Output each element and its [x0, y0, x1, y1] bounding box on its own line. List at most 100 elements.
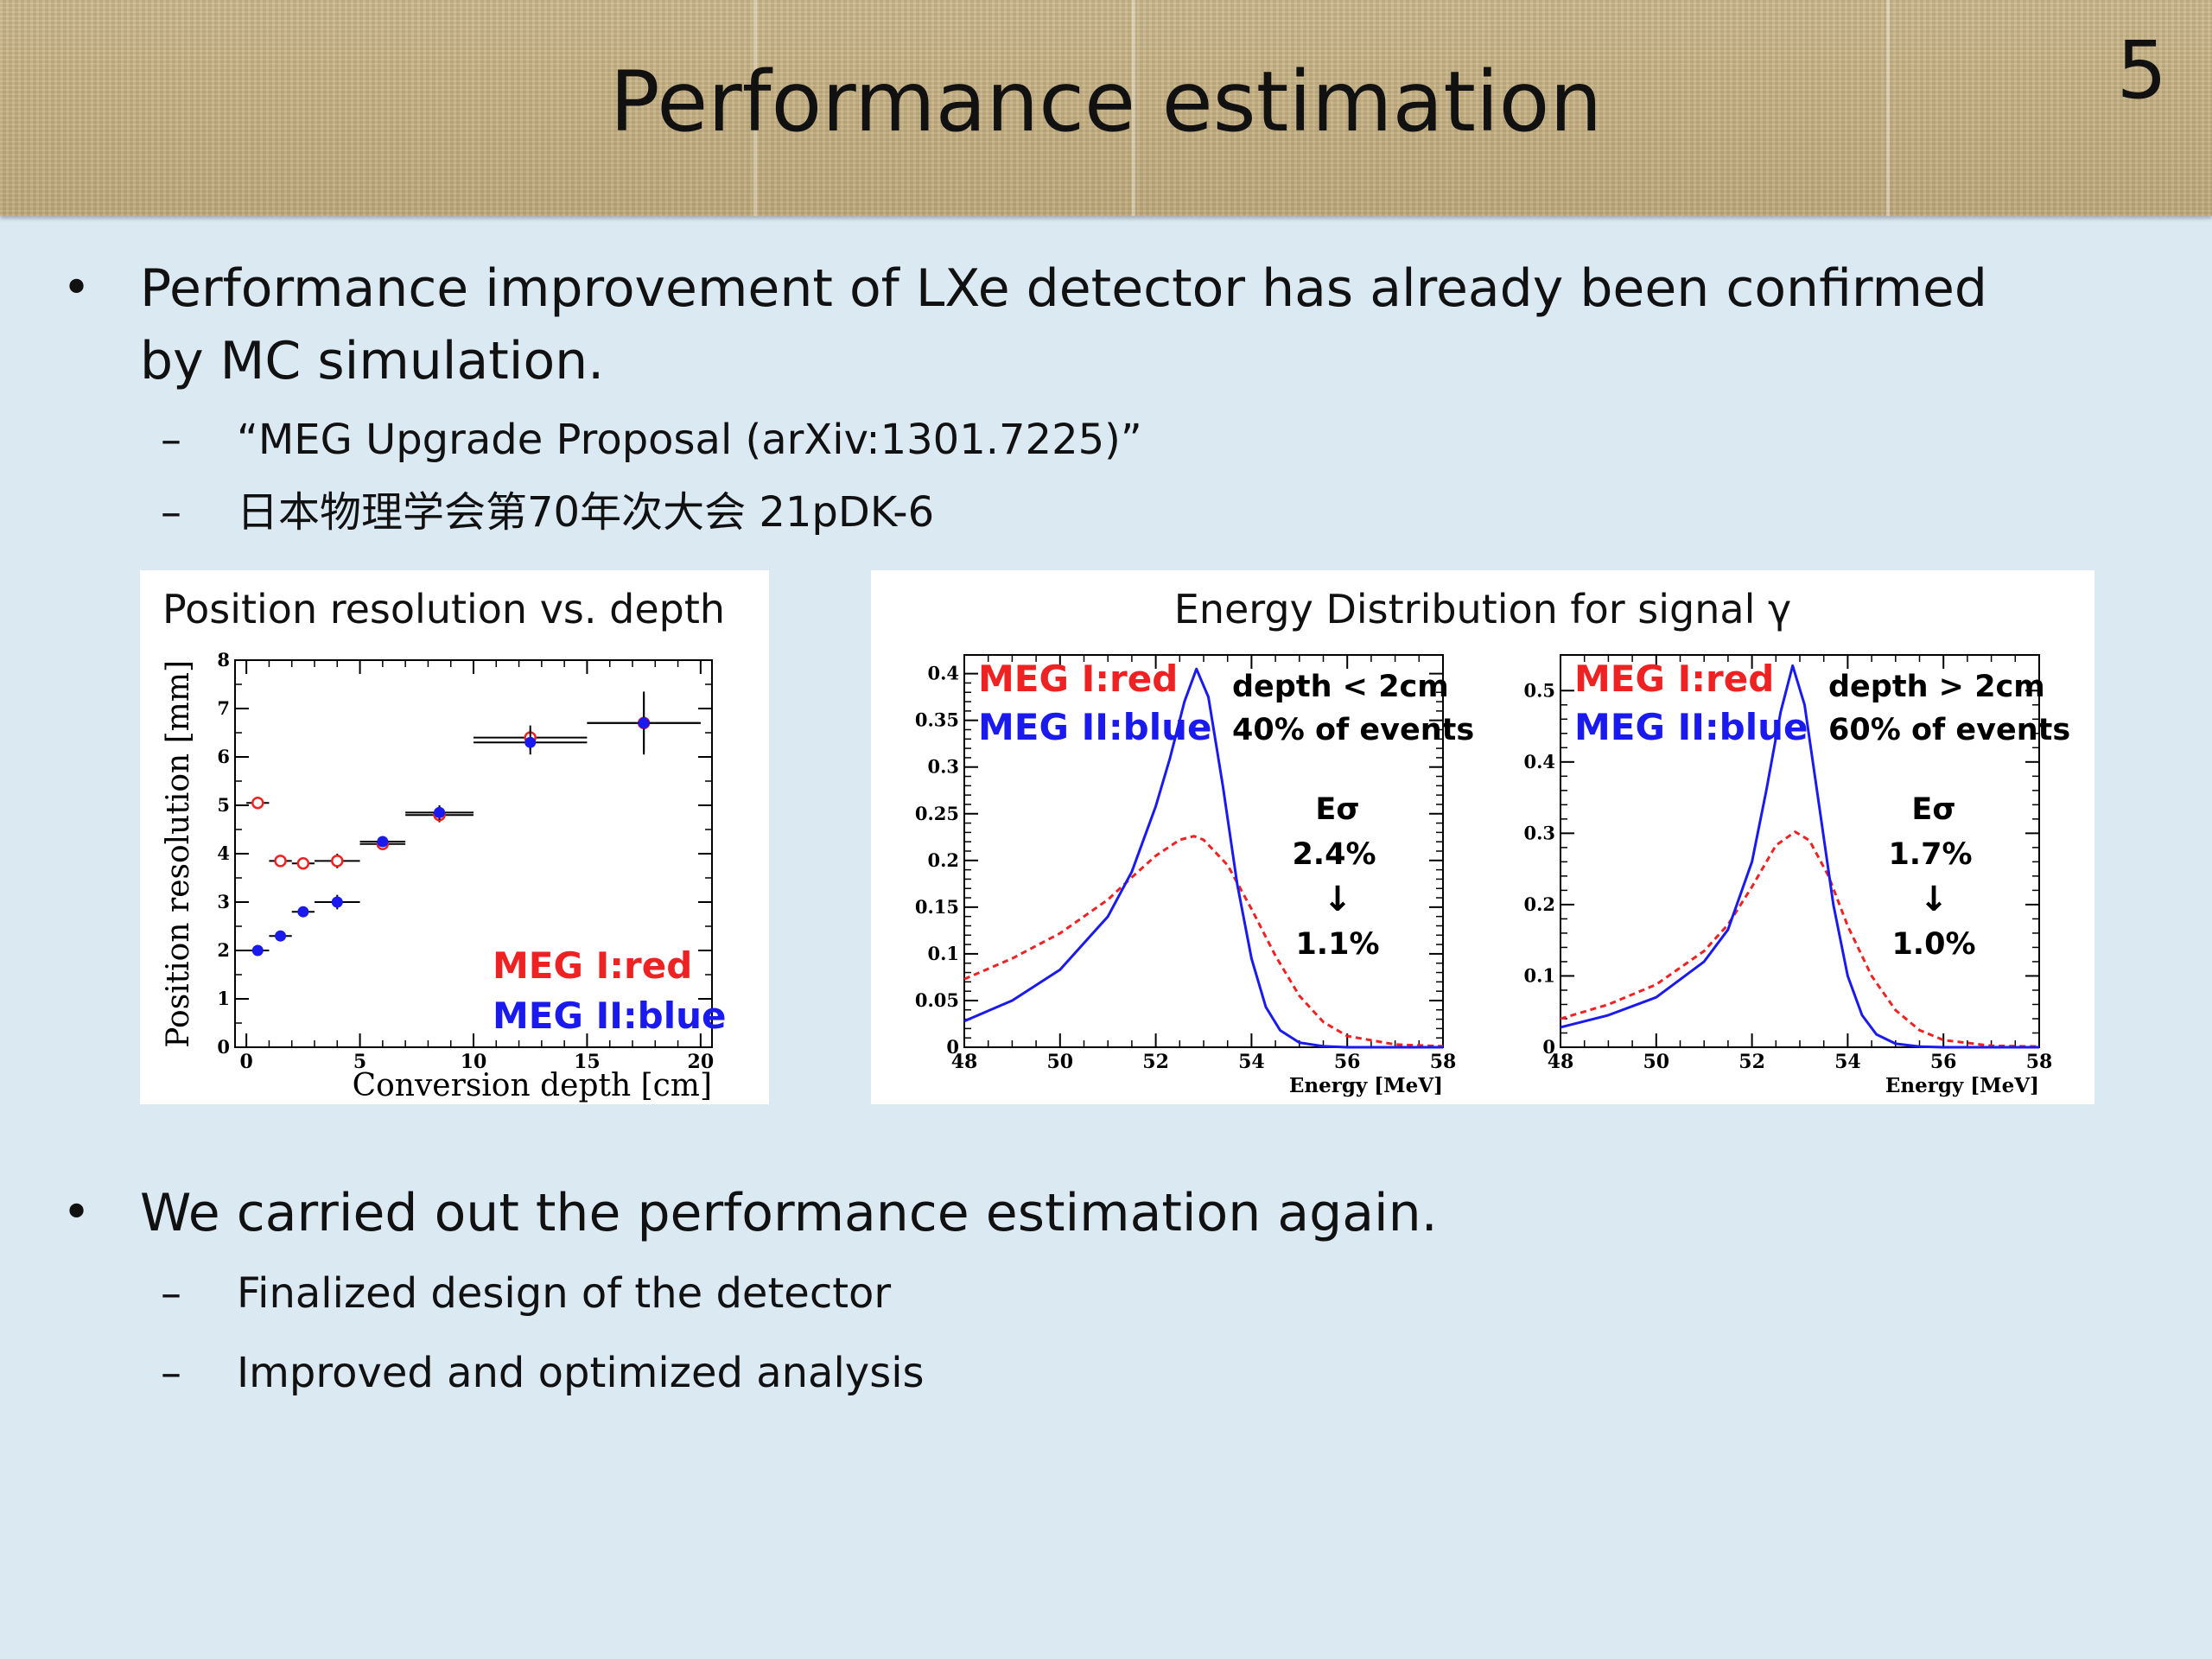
meg2-point — [377, 836, 389, 848]
header-seam — [1886, 0, 1890, 216]
annotation-depth: depth < 2cm — [1232, 670, 1449, 704]
header-seam — [753, 0, 757, 216]
y-tick-label: 0.35 — [915, 709, 959, 731]
x-tick-label: 54 — [1834, 1051, 1861, 1073]
y-tick-label: 3 — [217, 891, 230, 912]
legend-meg1: MEG I:red — [1574, 658, 1774, 700]
panel-title: Energy Distribution for signal γ — [1173, 586, 1792, 632]
annotation-fraction: 60% of events — [1828, 713, 2070, 747]
bullet-1-line-1: Performance improvement of LXe detector … — [140, 258, 1987, 319]
y-tick-label: 0.5 — [1523, 679, 1555, 701]
annotation-arrow: ↓ — [1919, 880, 1948, 919]
sub-bullet-dash: – — [161, 1269, 181, 1318]
energy-chart-deep: 48 50 52 54 56 58 0 0.1 0.2 0.3 0.4 0.5 Energy [MeV]… — [1523, 654, 2070, 1097]
bullet-1-line-2: by MC simulation. — [140, 331, 605, 391]
header-seam — [1132, 0, 1135, 216]
meg2-point — [275, 930, 287, 942]
bullet-dot: • — [62, 1185, 92, 1241]
annotation-meg1-resolution: 1.7% — [1888, 837, 1972, 872]
legend-meg2: MEG II:blue — [493, 995, 726, 1037]
y-tick-label: 0.05 — [915, 989, 959, 1011]
position-resolution-chart: 0 5 10 15 20 0 1 2 3 4 5 6 7 8 Conversion depth [cm] Po… — [161, 649, 726, 1103]
legend-meg1: MEG I:red — [978, 658, 1178, 700]
legend-meg2: MEG II:blue — [978, 706, 1211, 748]
annotation-resolution-label: Eσ — [1315, 792, 1359, 827]
y-tick-label: 0.1 — [927, 943, 959, 964]
y-axis-label: Position resolution [mm] — [161, 660, 196, 1048]
y-tick-label: 0 — [946, 1036, 959, 1058]
meg2-point — [434, 806, 446, 818]
annotation-meg2-resolution: 1.0% — [1891, 927, 1975, 962]
x-tick-label: 52 — [1142, 1051, 1169, 1073]
x-tick-label: 5 — [353, 1051, 366, 1073]
x-tick-label: 0 — [239, 1051, 252, 1073]
meg2-point — [524, 736, 537, 748]
sub-bullet-text: Finalized design of the detector — [237, 1269, 892, 1318]
y-tick-label: 0.4 — [927, 663, 959, 684]
x-axis-label: Energy [MeV] — [1289, 1074, 1443, 1097]
sub-bullet-2-1: – Finalized design of the detector — [161, 1267, 892, 1320]
slide-number: 5 — [2116, 24, 2167, 117]
meg2-curve — [963, 667, 1443, 1049]
x-tick-label: 56 — [1930, 1051, 1957, 1073]
y-tick-label: 0.4 — [1523, 751, 1555, 772]
annotation-arrow: ↓ — [1323, 880, 1352, 919]
y-tick-label: 0.2 — [927, 849, 959, 871]
annotation-depth: depth > 2cm — [1828, 670, 2045, 704]
x-tick-label: 48 — [951, 1051, 978, 1073]
sub-bullet-text: “MEG Upgrade Proposal (arXiv:1301.7225)” — [237, 416, 1142, 464]
y-tick-label: 8 — [217, 649, 230, 671]
x-axis-label: Conversion depth [cm] — [353, 1068, 712, 1103]
annotation-meg1-resolution: 2.4% — [1292, 837, 1376, 872]
energy-distribution-panel: Energy Distribution for signal γ 48 50 52 5… — [871, 570, 2094, 1104]
sub-bullet-1-2: – 日本物理学会第70年次大会 21pDK-6 — [161, 486, 935, 539]
meg1-point — [251, 796, 264, 810]
x-tick-label: 54 — [1238, 1051, 1265, 1073]
annotation-meg2-resolution: 1.1% — [1295, 927, 1379, 962]
sub-bullet-text: 日本物理学会第70年次大会 21pDK-6 — [237, 488, 935, 537]
y-tick-label: 0.15 — [915, 896, 959, 918]
y-tick-label: 2 — [217, 939, 230, 961]
x-axis-label: Energy [MeV] — [1885, 1074, 2039, 1097]
legend-meg1: MEG I:red — [493, 944, 692, 987]
sub-bullet-dash: – — [161, 488, 181, 537]
meg2-point — [297, 906, 309, 918]
slide-title: Performance estimation — [609, 54, 1603, 150]
bullet-2-line-1: We carried out the performance estimatio… — [140, 1183, 1438, 1243]
meg2-point — [638, 717, 650, 729]
sub-bullet-1-1: – “MEG Upgrade Proposal (arXiv:1301.7225… — [161, 413, 1142, 467]
sub-bullet-2-2: – Improved and optimized analysis — [161, 1346, 925, 1400]
bullet-dot: • — [62, 260, 92, 316]
y-tick-label: 0.1 — [1523, 964, 1555, 986]
energy-chart-shallow: 48 50 52 54 56 58 0 0.05 0.1 0.15 0.2 0.25 0.3 0.35 0.… — [915, 654, 1474, 1097]
y-tick-label: 0 — [217, 1036, 230, 1058]
x-tick-label: 15 — [574, 1051, 601, 1073]
sub-bullet-dash: – — [161, 1349, 181, 1397]
meg1-point — [274, 855, 287, 868]
position-resolution-panel: Position resolution vs. depth 0 5 10 15 20 0 1… — [140, 570, 769, 1104]
meg1-point — [296, 856, 310, 870]
bullet-1: • Performance improvement of LXe detecto… — [62, 252, 2084, 397]
meg2-point — [251, 944, 264, 957]
y-tick-label: 6 — [217, 746, 230, 767]
sub-bullet-text: Improved and optimized analysis — [237, 1349, 925, 1397]
panel-title: Position resolution vs. depth — [162, 586, 726, 632]
annotation-fraction: 40% of events — [1232, 713, 1474, 747]
y-tick-label: 0.3 — [1523, 822, 1555, 843]
x-tick-label: 50 — [1643, 1051, 1669, 1073]
legend-meg2: MEG II:blue — [1574, 706, 1808, 748]
y-tick-label: 7 — [217, 697, 230, 719]
y-tick-label: 0.3 — [927, 756, 959, 778]
x-tick-label: 48 — [1548, 1051, 1574, 1073]
y-tick-label: 4 — [217, 842, 230, 864]
meg1-curve — [963, 835, 1444, 1048]
x-tick-label: 58 — [2026, 1051, 2053, 1073]
x-tick-label: 10 — [461, 1051, 487, 1073]
x-tick-label: 52 — [1738, 1051, 1765, 1073]
annotation-resolution-label: Eσ — [1911, 792, 1955, 827]
x-tick-label: 20 — [688, 1051, 715, 1073]
meg1-curve — [1560, 830, 2040, 1048]
meg2-curve — [1560, 664, 2039, 1049]
y-tick-label: 0.25 — [915, 803, 959, 824]
y-tick-label: 1 — [217, 988, 230, 1009]
